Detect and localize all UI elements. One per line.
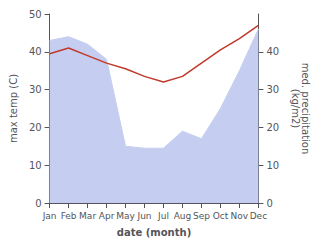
svg-text:20: 20 [266, 122, 279, 133]
svg-text:Apr: Apr [99, 211, 115, 221]
svg-text:med. precipitation: med. precipitation [299, 62, 311, 155]
svg-text:Aug: Aug [174, 211, 192, 221]
svg-text:Jun: Jun [136, 211, 151, 221]
svg-text:(kg/m2): (kg/m2) [290, 89, 301, 129]
svg-text:date (month): date (month) [117, 227, 191, 238]
svg-text:40: 40 [266, 46, 279, 57]
svg-text:10: 10 [29, 160, 42, 171]
svg-text:Feb: Feb [61, 211, 77, 221]
svg-text:Jan: Jan [42, 211, 57, 221]
svg-text:Dec: Dec [250, 211, 267, 221]
svg-text:30: 30 [266, 84, 279, 95]
svg-text:Mar: Mar [79, 211, 96, 221]
svg-text:40: 40 [29, 46, 42, 57]
svg-text:50: 50 [29, 9, 42, 20]
svg-text:Nov: Nov [231, 211, 249, 221]
svg-text:0: 0 [35, 198, 41, 209]
svg-text:max temp (C): max temp (C) [8, 74, 19, 143]
svg-text:0: 0 [266, 198, 272, 209]
svg-text:May: May [116, 211, 135, 221]
svg-text:30: 30 [29, 84, 42, 95]
svg-text:Oct: Oct [213, 211, 229, 221]
svg-text:Jul: Jul [157, 211, 169, 221]
svg-text:10: 10 [266, 160, 279, 171]
svg-text:20: 20 [29, 122, 42, 133]
svg-text:Sep: Sep [193, 211, 210, 221]
